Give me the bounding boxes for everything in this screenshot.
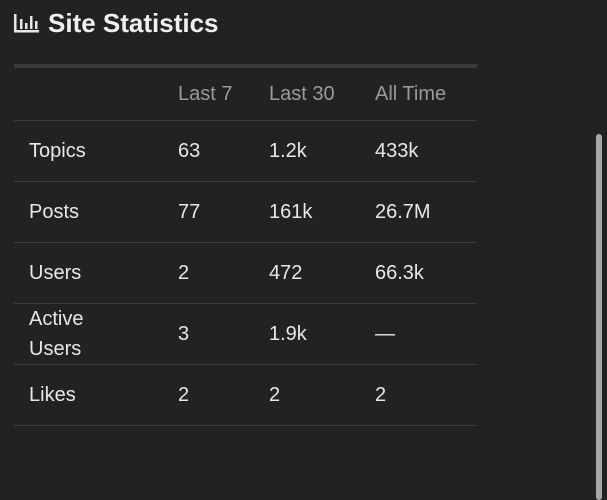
stat-value: —: [362, 303, 477, 365]
stat-value: 26.7M: [362, 181, 477, 243]
row-label: Topics: [29, 140, 86, 162]
stats-icon: [14, 14, 39, 33]
scrollbar[interactable]: [596, 134, 602, 500]
column-header: Last 30: [256, 66, 362, 121]
stat-value: 2: [362, 364, 477, 426]
stat-value: 77: [165, 181, 256, 243]
row-label: Posts: [29, 201, 80, 223]
row-label-cell: Active Users: [14, 303, 165, 365]
stat-value: 66.3k: [362, 242, 477, 304]
table-row: Topics 63 1.2k 433k: [14, 120, 477, 182]
header: Site Statistics: [14, 5, 219, 41]
stats-table: Last 7 Last 30 All Time Topics 63 1.2k 433k Po…: [14, 64, 477, 426]
table-row: Posts 77 161k 26.7M: [14, 181, 477, 243]
stat-value: 1.9k: [256, 303, 362, 365]
title: Site Statistics: [48, 7, 219, 38]
table-row: Active Users 3 1.9k —: [14, 303, 477, 365]
stat-value: 2: [256, 364, 362, 426]
row-label-cell: Likes: [14, 364, 165, 426]
column-header: All Time: [362, 66, 477, 121]
stat-value: 2: [165, 364, 256, 426]
row-label-cell: Users: [14, 242, 165, 304]
stat-value: 63: [165, 120, 256, 182]
column-header: Last 7: [165, 66, 256, 121]
header-row: Last 7 Last 30 All Time: [14, 66, 477, 121]
row-label: Likes: [29, 384, 76, 406]
row-label: Active Users: [29, 308, 84, 360]
stat-value: 2: [165, 242, 256, 304]
row-label: Users: [29, 262, 82, 284]
header-cell: [14, 66, 165, 121]
stat-value: 433k: [362, 120, 477, 182]
row-label-cell: Topics: [14, 120, 165, 182]
stat-value: 161k: [256, 181, 362, 243]
stat-value: 3: [165, 303, 256, 365]
row-label-cell: Posts: [14, 181, 165, 243]
table-row: Likes 2 2 2: [14, 364, 477, 426]
table-row: Users 2 472 66.3k: [14, 242, 477, 304]
stat-value: 472: [256, 242, 362, 304]
stat-value: 1.2k: [256, 120, 362, 182]
